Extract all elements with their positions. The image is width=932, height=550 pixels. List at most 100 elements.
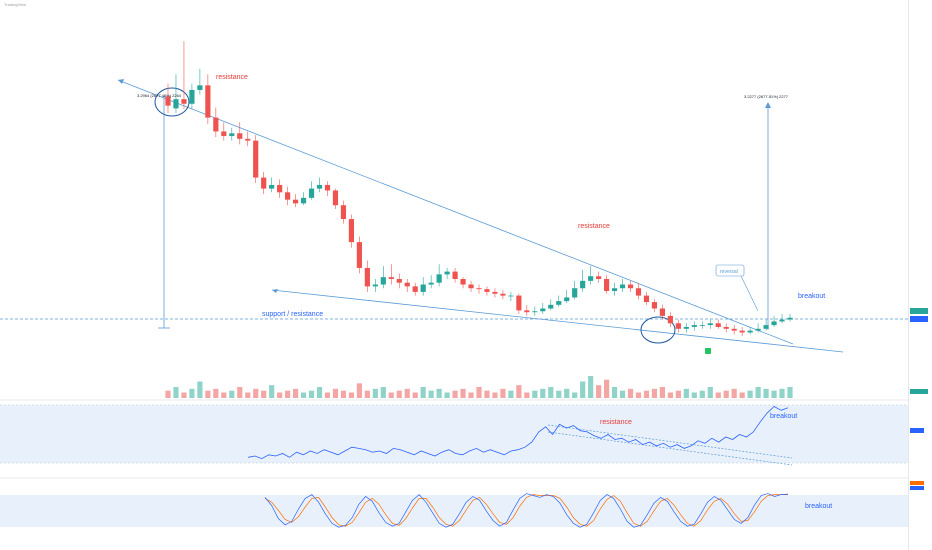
candle-body[interactable]	[308, 188, 315, 198]
candle-body[interactable]	[460, 279, 466, 285]
volume-bar	[229, 390, 235, 398]
candle-body[interactable]	[277, 184, 283, 193]
candle-body[interactable]	[468, 284, 474, 289]
candle-body[interactable]	[245, 138, 251, 141]
candle-body[interactable]	[332, 190, 339, 206]
candle-body[interactable]	[237, 133, 243, 139]
candle-body[interactable]	[324, 184, 331, 191]
candle-body[interactable]	[452, 271, 458, 279]
candle-body[interactable]	[436, 274, 442, 283]
candle-body[interactable]	[580, 280, 586, 289]
support-trendline[interactable]	[271, 289, 844, 353]
candle-body[interactable]	[396, 279, 402, 283]
reversal-callout	[715, 264, 745, 277]
candle-body[interactable]	[404, 282, 410, 287]
bottom-circle-marker	[640, 316, 676, 344]
candle-body[interactable]	[428, 282, 434, 285]
volume-bar	[524, 392, 530, 398]
candle-body[interactable]	[588, 276, 594, 281]
volume-bar	[316, 387, 323, 398]
candle-body[interactable]	[316, 184, 323, 189]
volume-bar	[205, 390, 211, 398]
candle-body[interactable]	[667, 315, 673, 324]
stoch-d-line	[264, 494, 788, 527]
candle-body[interactable]	[564, 297, 570, 302]
candle-body[interactable]	[356, 242, 362, 268]
candle-body[interactable]	[300, 197, 307, 204]
candle-body[interactable]	[643, 295, 650, 303]
candle-body[interactable]	[723, 326, 729, 329]
candle-body[interactable]	[229, 133, 235, 137]
candle-body[interactable]	[611, 288, 618, 291]
candle-body[interactable]	[651, 302, 658, 309]
candle-body[interactable]	[627, 284, 634, 289]
candle-body[interactable]	[364, 267, 370, 287]
candle-body[interactable]	[380, 277, 386, 285]
candle-body[interactable]	[763, 325, 769, 329]
candle-body[interactable]	[779, 319, 785, 322]
candle-body[interactable]	[715, 323, 721, 327]
candle-body[interactable]	[476, 288, 482, 290]
candle-body[interactable]	[731, 328, 737, 331]
candle-body[interactable]	[691, 325, 697, 327]
candle-body[interactable]	[683, 326, 689, 329]
candle-body[interactable]	[189, 89, 195, 104]
candle-body[interactable]	[675, 323, 681, 329]
candle-body[interactable]	[348, 219, 355, 243]
candle-body[interactable]	[340, 205, 347, 220]
candle-body[interactable]	[181, 99, 187, 104]
candle-body[interactable]	[707, 323, 713, 326]
candle-body[interactable]	[516, 295, 522, 311]
candle-body[interactable]	[165, 96, 171, 106]
candle-body[interactable]	[444, 271, 450, 275]
candle-body[interactable]	[269, 184, 275, 189]
candle-body[interactable]	[603, 279, 610, 291]
candle-body[interactable]	[372, 284, 378, 287]
measure-label-right: 3.2277 (2677.51%) 2277	[744, 94, 789, 99]
candle-body[interactable]	[619, 284, 626, 289]
candle-body[interactable]	[285, 192, 291, 200]
volume-bar	[635, 392, 642, 398]
volume-bar	[428, 390, 434, 398]
candle-body[interactable]	[484, 289, 490, 292]
candle-body[interactable]	[771, 321, 777, 326]
candle-body[interactable]	[747, 330, 753, 333]
candle-body[interactable]	[556, 301, 562, 305]
candle-body[interactable]	[787, 317, 793, 320]
resistance-trendline[interactable]	[117, 79, 794, 345]
candle-body[interactable]	[500, 293, 506, 296]
candle-body[interactable]	[388, 277, 394, 279]
rsi-channel-bottom	[547, 431, 793, 466]
candle-body[interactable]	[548, 304, 554, 309]
support-price-tag	[910, 316, 928, 322]
candle-body[interactable]	[412, 286, 418, 292]
candle-body[interactable]	[205, 85, 211, 118]
candle-body[interactable]	[213, 117, 219, 132]
candle-body[interactable]	[524, 310, 530, 313]
volume-bar	[388, 392, 394, 398]
candle-body[interactable]	[755, 328, 761, 331]
candle-body[interactable]	[659, 308, 666, 316]
candle-body[interactable]	[596, 276, 602, 279]
candle-body[interactable]	[508, 295, 514, 297]
candle-body[interactable]	[532, 311, 538, 313]
reversal-pointer	[740, 275, 759, 312]
candle-body[interactable]	[221, 131, 227, 137]
volume-bar	[197, 381, 203, 398]
candle-body[interactable]	[197, 85, 203, 90]
signal-marker	[705, 348, 711, 354]
candle-body[interactable]	[492, 291, 498, 294]
volume-bar	[619, 390, 626, 398]
candle-body[interactable]	[540, 308, 546, 312]
candle-body[interactable]	[699, 325, 705, 326]
candle-body[interactable]	[572, 288, 578, 298]
candle-body[interactable]	[253, 140, 259, 178]
candle-body[interactable]	[261, 177, 267, 189]
candle-body[interactable]	[420, 284, 426, 292]
candle-body[interactable]	[292, 199, 299, 204]
candle-body[interactable]	[739, 330, 745, 333]
candle-body[interactable]	[635, 288, 642, 296]
candle-body[interactable]	[173, 99, 179, 109]
volume-bar	[683, 388, 689, 398]
